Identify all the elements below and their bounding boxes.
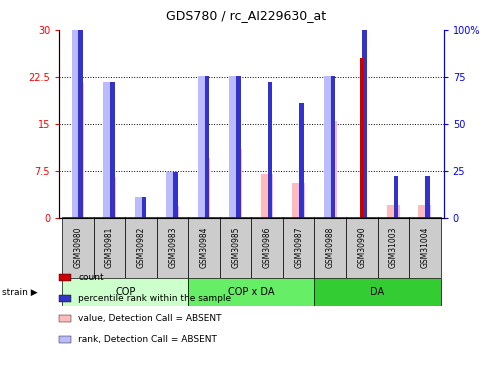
- Bar: [72, 30, 79, 217]
- Bar: [261, 174, 274, 217]
- Bar: [299, 103, 304, 218]
- Bar: [268, 82, 272, 218]
- Text: GSM30980: GSM30980: [73, 227, 82, 268]
- Bar: [283, 217, 315, 278]
- Bar: [78, 30, 83, 217]
- Bar: [315, 217, 346, 278]
- Bar: [62, 217, 94, 278]
- Bar: [229, 149, 242, 217]
- Bar: [104, 82, 110, 218]
- Text: rank, Detection Call = ABSENT: rank, Detection Call = ABSENT: [78, 335, 217, 344]
- Bar: [331, 76, 335, 217]
- Bar: [236, 76, 241, 217]
- Bar: [378, 217, 409, 278]
- Bar: [188, 217, 220, 278]
- Bar: [220, 217, 251, 278]
- Text: GSM30984: GSM30984: [200, 227, 209, 268]
- Text: GSM30985: GSM30985: [231, 227, 240, 268]
- Bar: [292, 183, 305, 218]
- Bar: [125, 217, 157, 278]
- Bar: [324, 121, 337, 218]
- Text: GSM30986: GSM30986: [263, 227, 272, 268]
- Bar: [94, 217, 125, 278]
- Text: value, Detection Call = ABSENT: value, Detection Call = ABSENT: [78, 314, 221, 323]
- Text: GSM30983: GSM30983: [168, 227, 177, 268]
- Bar: [141, 197, 146, 217]
- Bar: [72, 83, 84, 218]
- Text: GSM30982: GSM30982: [137, 227, 145, 268]
- Text: GSM30990: GSM30990: [357, 226, 366, 268]
- Text: GSM31003: GSM31003: [389, 227, 398, 268]
- Text: GSM30987: GSM30987: [294, 227, 303, 268]
- Bar: [188, 278, 315, 306]
- Bar: [166, 172, 174, 217]
- Text: DA: DA: [370, 286, 385, 297]
- Text: COP: COP: [115, 286, 136, 297]
- Bar: [205, 76, 209, 217]
- Bar: [104, 177, 116, 218]
- Bar: [387, 205, 399, 218]
- Text: strain ▶: strain ▶: [2, 288, 38, 297]
- Bar: [157, 217, 188, 278]
- Bar: [346, 217, 378, 278]
- Bar: [409, 217, 441, 278]
- Text: GSM30988: GSM30988: [326, 227, 335, 268]
- Bar: [198, 76, 205, 217]
- Bar: [166, 206, 179, 218]
- Text: percentile rank within the sample: percentile rank within the sample: [78, 294, 231, 303]
- Text: count: count: [78, 273, 104, 282]
- Bar: [362, 30, 367, 217]
- Bar: [324, 76, 331, 217]
- Bar: [173, 172, 178, 217]
- Bar: [394, 176, 398, 217]
- Bar: [229, 76, 237, 217]
- Bar: [315, 278, 441, 306]
- Bar: [198, 158, 211, 218]
- Text: GDS780 / rc_AI229630_at: GDS780 / rc_AI229630_at: [167, 9, 326, 22]
- Bar: [419, 205, 431, 218]
- Bar: [62, 278, 188, 306]
- Text: GSM31004: GSM31004: [421, 227, 429, 268]
- Bar: [135, 197, 142, 217]
- Bar: [425, 176, 430, 217]
- Bar: [251, 217, 283, 278]
- Text: COP x DA: COP x DA: [228, 286, 275, 297]
- Text: GSM30981: GSM30981: [105, 227, 114, 268]
- Bar: [110, 82, 115, 218]
- Bar: [360, 58, 364, 217]
